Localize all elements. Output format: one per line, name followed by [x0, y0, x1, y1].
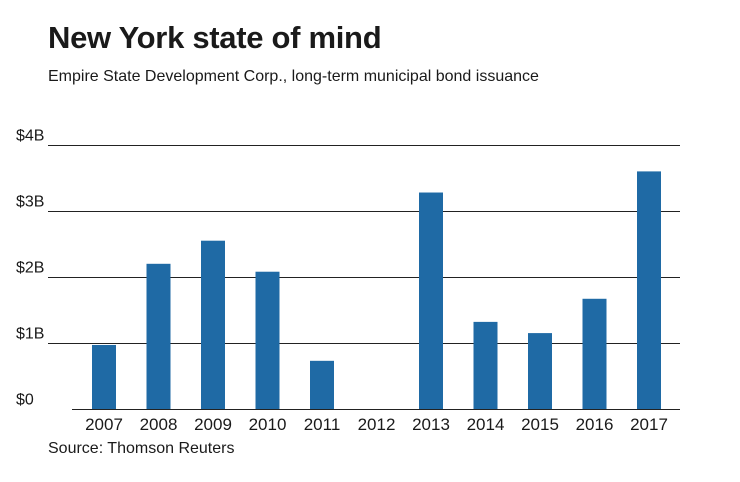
x-tick-label: 2012: [358, 415, 396, 434]
y-tick-label: $0: [16, 392, 34, 409]
y-tick-label: $3B: [16, 194, 44, 211]
bar-2011: [310, 360, 334, 409]
y-tick-label: $2B: [16, 260, 44, 277]
x-tick-label: 2009: [194, 415, 232, 434]
bar-2017: [637, 171, 661, 409]
y-axis-labels: $0 $1B $2B $3B $4B: [16, 128, 44, 409]
bar-2009: [201, 240, 225, 409]
bar-2010: [255, 271, 280, 409]
x-tick-label: 2015: [521, 415, 559, 434]
chart-subtitle: Empire State Development Corp., long-ter…: [48, 68, 539, 85]
bar-2016: [582, 298, 607, 409]
y-tick-label: $4B: [16, 128, 44, 145]
bars: [92, 171, 661, 409]
bar-2015: [528, 333, 552, 409]
x-tick-label: 2013: [412, 415, 450, 434]
x-axis-labels: 2007 2008 2009 2010 2011 2012 2013 2014 2015 2016…: [85, 415, 668, 434]
x-tick-label: 2016: [576, 415, 614, 434]
x-tick-label: 2007: [85, 415, 123, 434]
x-tick-label: 2011: [304, 415, 341, 434]
x-tick-label: 2008: [140, 415, 178, 434]
chart-title: New York state of mind: [48, 20, 382, 55]
x-tick-label: 2010: [249, 415, 287, 434]
x-tick-label: 2017: [630, 415, 668, 434]
bar-2008: [146, 263, 171, 409]
bar-2014: [473, 321, 498, 409]
x-tick-label: 2014: [467, 415, 505, 434]
bar-2013: [419, 192, 443, 409]
y-tick-label: $1B: [16, 326, 44, 343]
bar-2007: [92, 344, 116, 409]
source-note: Source: Thomson Reuters: [48, 440, 235, 457]
